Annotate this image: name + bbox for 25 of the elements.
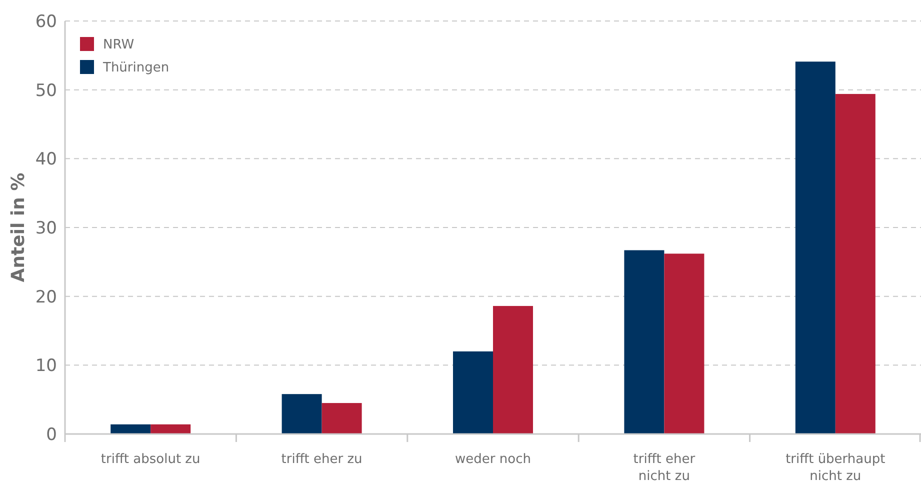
bar <box>664 254 704 434</box>
bar <box>795 62 836 434</box>
bar <box>835 94 876 434</box>
x-tick-label: trifft absolut zu <box>100 452 200 467</box>
y-tick-label: 60 <box>35 12 57 32</box>
bar <box>110 424 151 434</box>
y-tick-label: 50 <box>35 80 57 101</box>
y-tick-label: 20 <box>35 287 57 308</box>
bar <box>493 306 533 434</box>
x-tick-label: trifft überhaupt nicht zu <box>786 452 886 484</box>
y-tick-label: 10 <box>35 356 57 376</box>
y-tick-label: 40 <box>35 150 57 170</box>
x-tick-label: trifft eher zu <box>281 452 362 467</box>
bar <box>453 351 493 434</box>
x-tick-label: trifft eher nicht zu <box>633 452 696 484</box>
bar <box>282 394 322 434</box>
y-tick-label: 0 <box>46 424 57 445</box>
y-tick-label: 30 <box>35 218 57 238</box>
bar <box>322 403 362 434</box>
legend-label: Thüringen <box>102 60 170 76</box>
y-axis-title: Anteil in % <box>8 172 29 282</box>
bar <box>150 424 191 434</box>
x-tick-label: weder noch <box>455 452 531 467</box>
bar <box>624 250 664 434</box>
legend-label: NRW <box>103 38 134 53</box>
